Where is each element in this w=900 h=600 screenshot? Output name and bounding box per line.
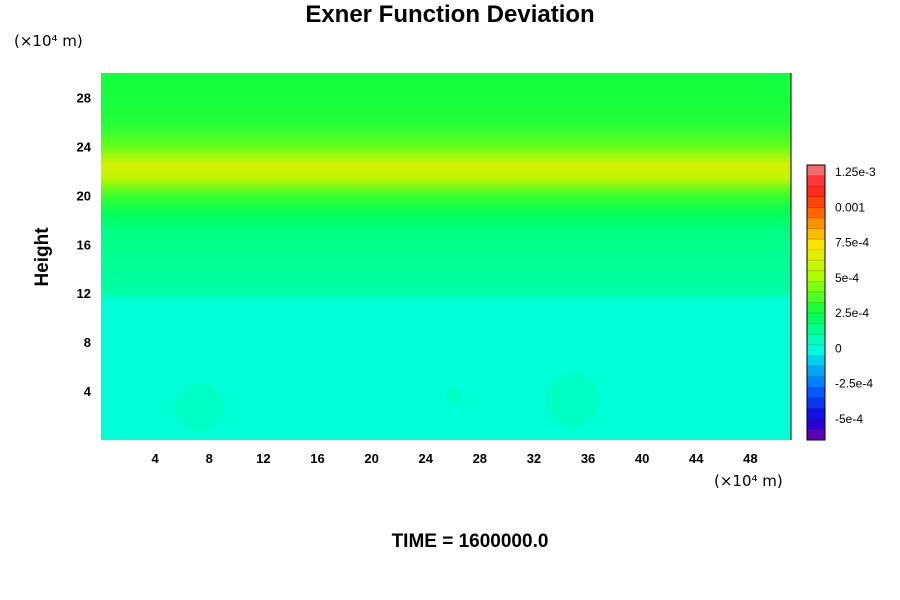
y-tick-label: 12	[77, 286, 91, 301]
colorbar-segment	[807, 175, 825, 187]
x-tick-label: 48	[743, 451, 757, 466]
colorbar-segment	[807, 323, 825, 335]
colorbar-segment	[807, 249, 825, 261]
colorbar-segment	[807, 313, 825, 325]
colorbar-segment	[807, 270, 825, 282]
colorbar-segment	[807, 228, 825, 240]
contour-field	[101, 73, 791, 440]
colorbar-tick-label: 1.25e-3	[835, 165, 876, 179]
colorbar-tick-label: 0	[835, 341, 842, 355]
colorbar-segment	[807, 302, 825, 314]
colorbar-segment	[807, 344, 825, 356]
colorbar-segment	[807, 334, 825, 346]
x-tick-label: 20	[364, 451, 378, 466]
colorbar-segment	[807, 260, 825, 272]
colorbar-segment	[807, 429, 825, 441]
chart-title: Exner Function Deviation	[305, 1, 595, 28]
colorbar-segment	[807, 196, 825, 208]
x-axis-unit: (×10⁴ m)	[714, 472, 783, 490]
colorbar-segment	[807, 365, 825, 377]
colorbar-segment	[807, 418, 825, 430]
y-tick-label: 20	[77, 188, 91, 203]
y-tick-label: 16	[77, 237, 91, 252]
x-tick-label: 24	[418, 451, 433, 466]
anomaly-feature	[175, 382, 225, 432]
colorbar-tick-label: 5e-4	[835, 271, 859, 285]
colorbar-segment	[807, 239, 825, 251]
colorbar-segment	[807, 387, 825, 399]
x-tick-label: 36	[581, 451, 595, 466]
time-label: TIME = 1600000.0	[391, 531, 549, 552]
x-tick-label: 44	[689, 451, 704, 466]
anomaly-feature	[446, 387, 463, 405]
colorbar-segment	[807, 217, 825, 229]
x-tick-label: 16	[310, 451, 324, 466]
colorbar-segment	[807, 165, 825, 176]
colorbar-segment	[807, 397, 825, 409]
colorbar-tick-label: -5e-4	[835, 412, 863, 426]
colorbar-segment	[807, 281, 825, 293]
y-axis-unit: (×10⁴ m)	[14, 32, 83, 50]
x-tick-label: 12	[256, 451, 270, 466]
y-tick-label: 24	[77, 139, 92, 154]
colorbar-segment	[807, 207, 825, 219]
x-tick-label: 8	[206, 451, 213, 466]
x-tick-label: 28	[473, 451, 487, 466]
colorbar-tick-label: 2.5e-4	[835, 306, 869, 320]
colorbar-frame	[806, 164, 826, 441]
colorbar-tick-label: 0.001	[835, 200, 865, 214]
y-tick-label: 28	[77, 90, 91, 105]
x-tick-label: 40	[635, 451, 649, 466]
colorbar-segment	[807, 355, 825, 367]
colorbar-tick-label: 7.5e-4	[835, 236, 869, 250]
colorbar-segment	[807, 291, 825, 303]
colorbar-segment	[807, 376, 825, 388]
y-tick-label: 8	[84, 335, 91, 350]
anomaly-feature	[546, 372, 601, 427]
y-tick-label: 4	[84, 384, 92, 399]
colorbar-tick-label: -2.5e-4	[835, 377, 873, 391]
colorbar-segment	[807, 186, 825, 198]
colorbar-segment	[807, 408, 825, 420]
x-tick-label: 32	[527, 451, 541, 466]
x-tick-label: 4	[152, 451, 160, 466]
